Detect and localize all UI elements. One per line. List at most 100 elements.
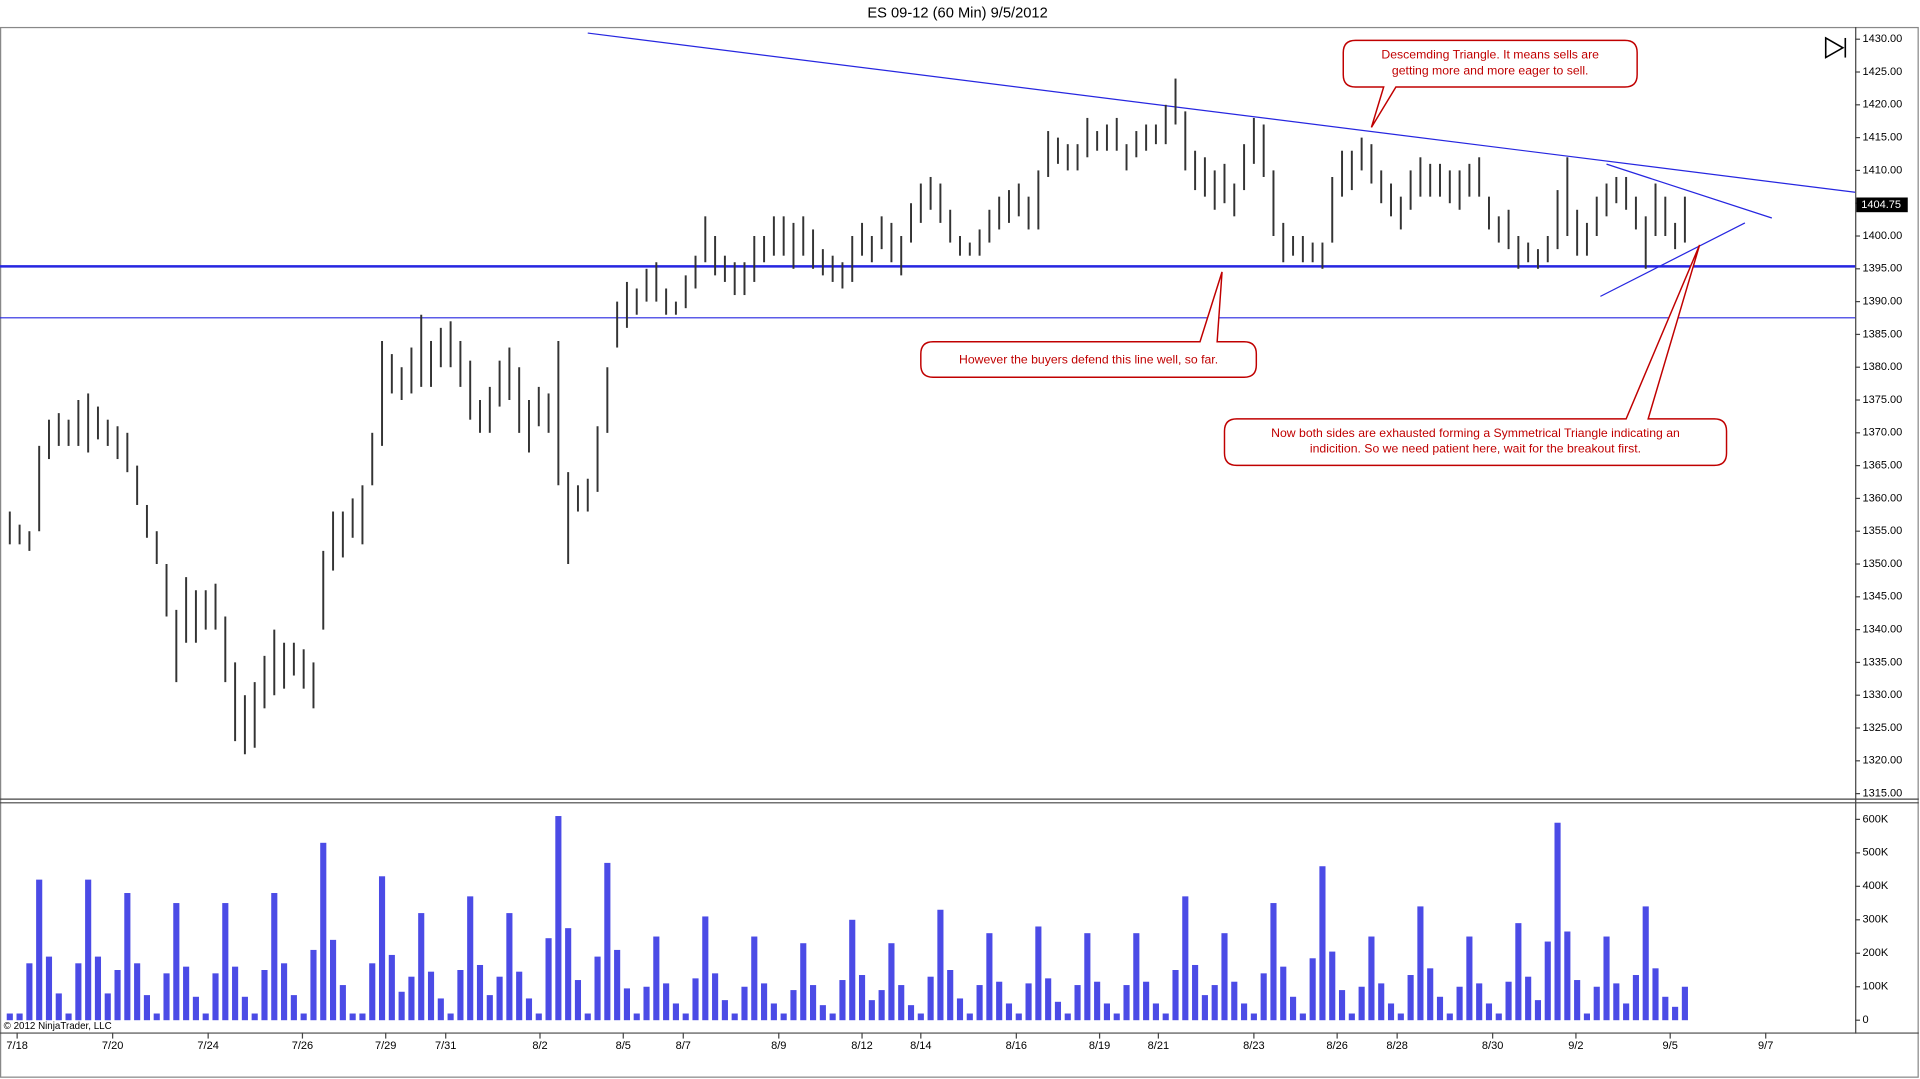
volume-bar [496,976,503,1021]
volume-bar [1241,1003,1248,1021]
y-tick-label: 1360.00 [1862,492,1902,504]
y-tick-label: 1380.00 [1862,361,1902,373]
volume-bar [457,970,464,1021]
volume-bar [898,985,905,1021]
volume-bar [878,990,885,1021]
volume-bar [1074,985,1081,1021]
volume-bar [104,993,111,1021]
annotation: indicition. So we need patient here, wai… [1310,442,1641,456]
x-tick-label: 8/30 [1482,1040,1503,1052]
last-price-label: 1404.75 [1861,199,1901,211]
y-tick-label: 200K [1862,947,1888,959]
volume-bar [476,964,484,1021]
volume-bar [94,956,102,1021]
volume-bar [1466,936,1473,1021]
callout-box [920,271,1258,378]
volume-bar [614,949,621,1021]
volume-bar [1681,986,1688,1021]
y-tick-label: 1395.00 [1862,263,1902,275]
volume-bar [1554,822,1561,1021]
volume-bar [721,1000,728,1021]
last-price-marker [1856,197,1908,213]
volume-bar [574,980,582,1021]
frame [0,26,1919,1078]
volume-bar [643,986,650,1021]
volume-bar [388,954,395,1021]
volume-bar [966,1013,973,1021]
volume-bar [839,980,846,1021]
y-tick-label: 400K [1862,880,1888,892]
x-tick-label: 8/16 [1006,1040,1027,1052]
volume-bar [1201,995,1208,1021]
volume-bar [525,998,533,1021]
volume-bar [545,938,552,1021]
x-tick-label: 8/23 [1243,1040,1264,1052]
volume-bar [300,1013,307,1021]
y-tick-label: 1365.00 [1862,460,1902,472]
volume-bar [6,1013,13,1021]
volume-bar [1084,933,1091,1021]
volume-bar [369,963,376,1021]
volume-bar [183,966,190,1021]
x-tick-label: 7/31 [435,1040,456,1052]
volume-bar [761,983,768,1021]
volume-bar [1103,1003,1110,1021]
volume-bar [1162,1013,1169,1021]
volume-bar [633,1013,640,1021]
y-tick-label: 1320.00 [1862,755,1902,767]
volume-bar [702,916,709,1021]
volume-bar [1182,896,1189,1021]
volume-bar [1329,951,1336,1021]
volume-bar [682,1013,689,1021]
volume-bar [917,1013,924,1021]
volume-bar [1221,933,1228,1021]
volume-bar [1436,996,1444,1021]
volume-bar [310,949,317,1021]
volume-bar [349,1013,356,1021]
volume-bar [202,1013,209,1021]
volume-bar [516,971,523,1021]
volume-bar [712,973,719,1021]
volume-bar [1064,1013,1071,1021]
volume-bar [143,995,150,1021]
callout-box [1223,244,1728,467]
volume-bar [16,1013,23,1021]
volume-bar [467,896,474,1021]
volume-bar [565,928,572,1021]
x-tick-label: 8/7 [676,1040,691,1052]
x-tick-label: 7/29 [375,1040,396,1052]
volume-bar [1172,970,1179,1021]
x-tick-label: 8/14 [910,1040,931,1052]
volume-bar [1368,936,1375,1021]
volume-bar [1143,981,1150,1021]
volume-bar [1231,981,1238,1021]
volume-bar [418,913,425,1021]
volume-bar [858,975,866,1021]
x-tick-label: 7/18 [6,1040,27,1052]
volume-bar [1544,941,1551,1021]
volume-bar [1456,986,1463,1021]
volume-bar [584,1013,591,1021]
volume-bar [623,988,630,1021]
volume-bar [790,990,797,1021]
volume-bar [1476,983,1483,1021]
x-tick-label: 8/12 [851,1040,872,1052]
x-tick-label: 8/19 [1089,1040,1110,1052]
x-tick-label: 8/28 [1386,1040,1407,1052]
volume-bar [1427,968,1434,1021]
volume-bar [339,985,346,1021]
volume-bar [555,816,562,1021]
volume-bar [1094,981,1101,1021]
volume-bar [1642,906,1649,1021]
volume-bar [1348,1013,1355,1021]
x-tick-label: 7/26 [292,1040,313,1052]
volume-bar [535,1013,542,1021]
volume-bar [672,1003,679,1021]
volume-bar [731,1013,738,1021]
play-icon[interactable] [1824,36,1847,59]
x-tick-label: 8/5 [616,1040,631,1052]
volume-bar [261,970,268,1021]
volume-bar [770,1003,777,1021]
volume-bar [1152,1003,1159,1021]
volume-bar [85,879,92,1021]
